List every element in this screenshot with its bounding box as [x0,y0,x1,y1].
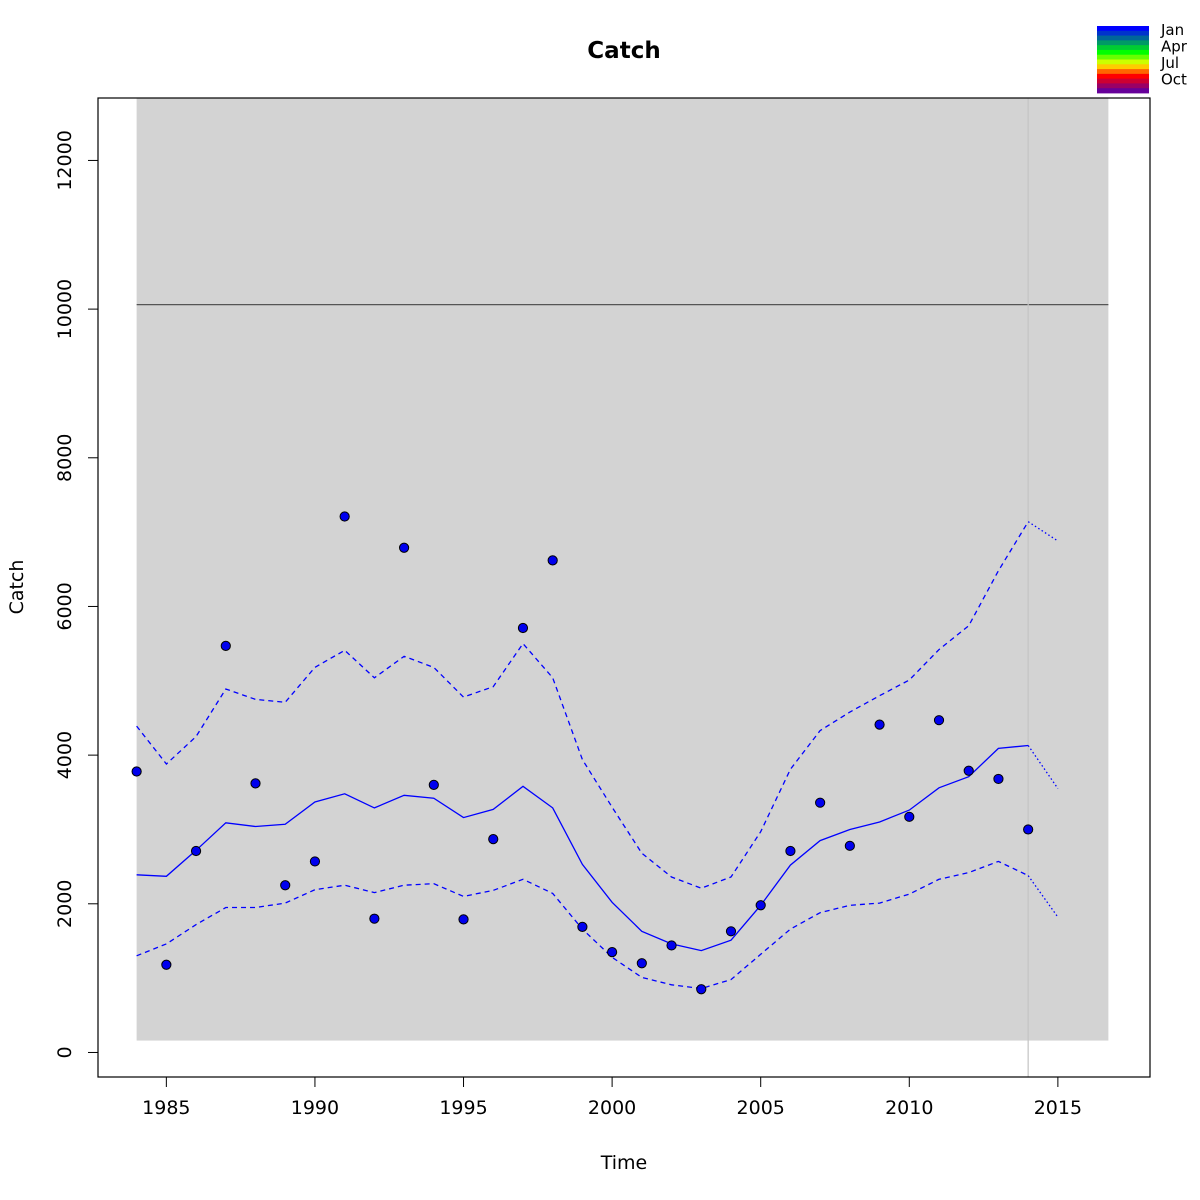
observed-point [1023,824,1034,835]
observed-point [696,984,707,995]
series-line-dotted-4 [1027,745,1059,789]
x-tick-label: 1985 [142,1097,190,1119]
observed-point [517,622,529,634]
x-tick-label: 1990 [291,1097,339,1119]
observed-point [131,766,142,777]
observed-point [725,926,737,937]
observed-point [993,773,1004,785]
observed-point [398,542,410,553]
x-tick-label: 2000 [588,1097,636,1119]
legend-label-oct: Oct [1161,71,1187,89]
series-line-dotted-6 [1027,875,1059,918]
observed-point [577,921,588,932]
observed-point [904,811,915,822]
observed-point [963,765,974,776]
observed-point [636,958,647,969]
observed-point [280,880,291,891]
reference-lines-layer [136,98,1109,1077]
observed-point [785,845,796,857]
observed-point [190,845,202,857]
y-tick-label: 0 [54,1046,76,1058]
y-tick-label: 6000 [54,582,76,630]
legend-swatch [1097,88,1149,94]
legend-label-jul: Jul [1160,54,1179,72]
observed-points-layer [131,511,1034,995]
observed-point [339,511,350,522]
x-axis-label: Time [600,1152,648,1174]
legend-swatch [1097,26,1149,32]
legend-swatch [1097,59,1149,65]
y-tick-label: 2000 [54,880,76,928]
x-tick-label: 2010 [885,1097,933,1119]
observed-point [874,719,885,730]
legend-swatch [1097,45,1149,51]
legend-swatch [1097,64,1149,70]
legend-swatch [1097,49,1149,56]
chart-title: Catch [587,38,660,64]
legend-swatch [1097,35,1149,41]
observed-point [844,840,855,851]
series-line-solid-1 [136,744,1029,952]
legend-swatch [1097,78,1149,84]
y-tick-label: 8000 [54,434,76,482]
observed-point [547,555,558,566]
y-axis-label: Catch [6,560,28,615]
background-band-layer [136,98,1109,1041]
legend-swatch [1097,54,1149,60]
observed-point [666,940,677,951]
y-tick-label: 10000 [54,279,76,339]
observed-point [755,900,766,911]
legend-swatch [1097,30,1149,36]
observed-point [933,715,945,726]
observed-point [220,640,231,651]
y-tick-label: 4000 [54,731,76,779]
legend-label-jan: Jan [1160,21,1184,39]
observed-point [488,834,499,845]
y-tick-label: 12000 [54,130,76,190]
observed-point [815,797,826,808]
x-tick-label: 2015 [1034,1097,1082,1119]
legend-swatch [1097,73,1149,80]
observed-point [369,913,380,924]
observed-point [250,778,261,789]
background-band [136,98,1109,1041]
observed-point [161,959,172,970]
legend-label-apr: Apr [1161,38,1188,56]
x-tick-label: 1995 [439,1097,487,1119]
legend-swatch [1097,69,1149,75]
observed-point [607,947,618,958]
y-axis: 0 2000 4000 6000 8000 10000 12000 [54,130,99,1059]
x-tick-label: 2005 [737,1097,785,1119]
observed-point [428,779,439,790]
observed-point [309,856,321,867]
legend-swatch [1097,83,1149,89]
x-axis: 1985 1990 1995 2000 2005 2010 2015 [142,1076,1082,1119]
observed-point [458,914,469,925]
legend-swatch [1097,40,1149,46]
